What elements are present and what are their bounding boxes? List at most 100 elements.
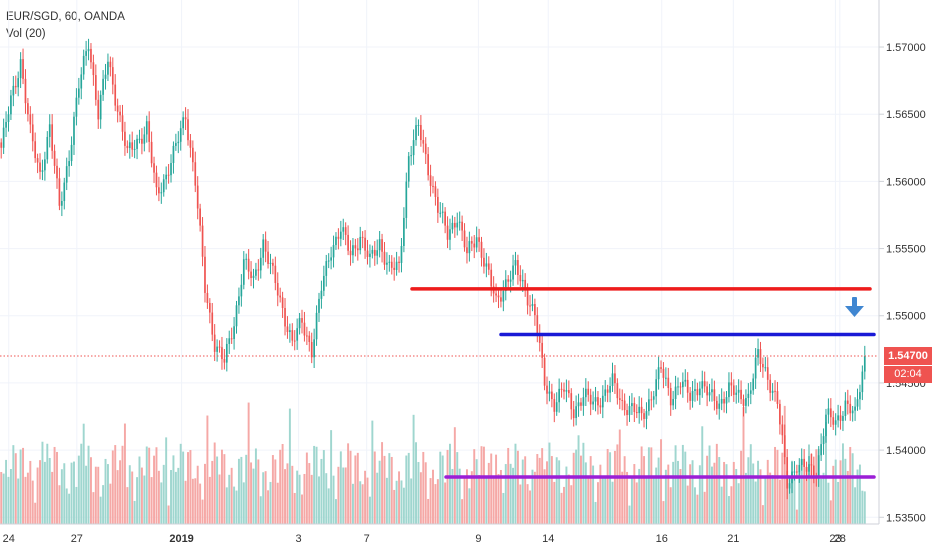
- volume-bar: [599, 464, 602, 524]
- candle-body: [621, 399, 624, 401]
- candle-body: [48, 124, 51, 137]
- candle-body: [356, 248, 359, 251]
- volume-bar: [701, 426, 704, 524]
- candle-body: [606, 389, 609, 393]
- volume-bar: [116, 470, 119, 524]
- volume-bar: [536, 454, 539, 524]
- volume-bar: [480, 446, 483, 524]
- candle-body: [182, 117, 184, 129]
- volume-bar: [46, 443, 49, 524]
- y-tick-label: 1.56500: [886, 109, 926, 121]
- x-tick-label: 23: [829, 533, 841, 545]
- volume-bar: [60, 469, 63, 524]
- candle-body: [184, 117, 187, 120]
- volume-bar: [172, 455, 175, 524]
- candle-body: [2, 127, 5, 148]
- volume-bar: [65, 488, 68, 524]
- candle-body: [332, 245, 335, 258]
- volume-bar: [732, 461, 735, 524]
- volume-bar: [276, 482, 279, 524]
- volume-bar: [73, 461, 75, 524]
- volume-bar: [429, 478, 432, 524]
- candle-body: [327, 260, 330, 262]
- candle-body: [75, 97, 78, 117]
- volume-bar: [179, 443, 182, 524]
- volume-bar: [182, 451, 185, 524]
- candle-body: [863, 356, 866, 372]
- volume-bar: [388, 453, 391, 524]
- candle-body: [749, 390, 752, 394]
- candle-body: [347, 234, 349, 251]
- y-tick-label: 1.57000: [886, 42, 926, 54]
- candle-body: [490, 269, 493, 287]
- volume-bar: [94, 466, 97, 524]
- candle-body: [121, 115, 124, 132]
- candle-body: [116, 105, 119, 112]
- candle-body: [449, 229, 451, 240]
- volume-bar: [764, 478, 767, 524]
- volume-bar: [851, 453, 854, 524]
- volume-bar: [213, 442, 216, 524]
- candle-body: [73, 116, 75, 145]
- candle-body: [851, 410, 854, 414]
- candle-body: [267, 251, 269, 264]
- candle-body: [165, 174, 168, 180]
- candle-body: [148, 121, 151, 142]
- candle-body: [555, 402, 558, 412]
- candle-body: [718, 403, 721, 409]
- volume-bar: [29, 460, 32, 524]
- volume-bar: [499, 469, 502, 524]
- volume-bar: [281, 443, 284, 524]
- volume-bar: [594, 501, 597, 524]
- volume-bar: [405, 455, 408, 524]
- volume-bar: [473, 449, 476, 524]
- volume-bar: [468, 488, 471, 524]
- candle-body: [757, 349, 759, 358]
- candle-body: [376, 250, 379, 256]
- volume-bar: [863, 491, 866, 524]
- candle-body: [560, 388, 563, 390]
- candle-body: [657, 367, 660, 380]
- candle-body: [572, 409, 575, 419]
- candle-body: [211, 312, 214, 335]
- candle-body: [412, 140, 415, 156]
- candle-body: [400, 246, 403, 263]
- candle-body: [616, 383, 619, 399]
- candle-body: [51, 124, 54, 151]
- volume-bar: [320, 458, 323, 524]
- candle-body: [466, 247, 468, 254]
- candle-body: [335, 236, 337, 246]
- volume-bar: [223, 454, 226, 524]
- volume-bar: [490, 453, 493, 524]
- candle-body: [517, 260, 519, 276]
- volume-bar: [825, 422, 827, 524]
- candle-body: [834, 420, 837, 425]
- volume-bar: [87, 445, 90, 524]
- volume-bar: [140, 467, 143, 524]
- candle-body: [473, 243, 476, 248]
- volume-bar: [434, 484, 437, 524]
- candle-body: [735, 392, 738, 395]
- candle-body: [679, 386, 682, 388]
- candle-body: [150, 141, 153, 164]
- volume-bar: [218, 474, 221, 524]
- volume-bar: [754, 481, 757, 524]
- volume-bar: [284, 469, 286, 524]
- candle-body: [776, 391, 779, 404]
- candle-body: [672, 398, 675, 406]
- volume-bar: [735, 469, 738, 524]
- volume-bar: [390, 456, 393, 524]
- candle-body: [609, 385, 611, 393]
- candle-body: [235, 305, 238, 327]
- support-resistance-lines: [0, 287, 879, 479]
- volume-bar: [206, 415, 209, 524]
- volume-bar: [861, 490, 864, 524]
- candle-body: [805, 466, 808, 472]
- candle-body: [218, 346, 221, 348]
- candle-body: [553, 399, 556, 412]
- volume-bar: [633, 464, 636, 524]
- y-axis-ticks: 1.570001.565001.560001.555001.550001.545…: [879, 42, 926, 524]
- volume-bar: [286, 463, 289, 524]
- volume-bar: [308, 463, 311, 524]
